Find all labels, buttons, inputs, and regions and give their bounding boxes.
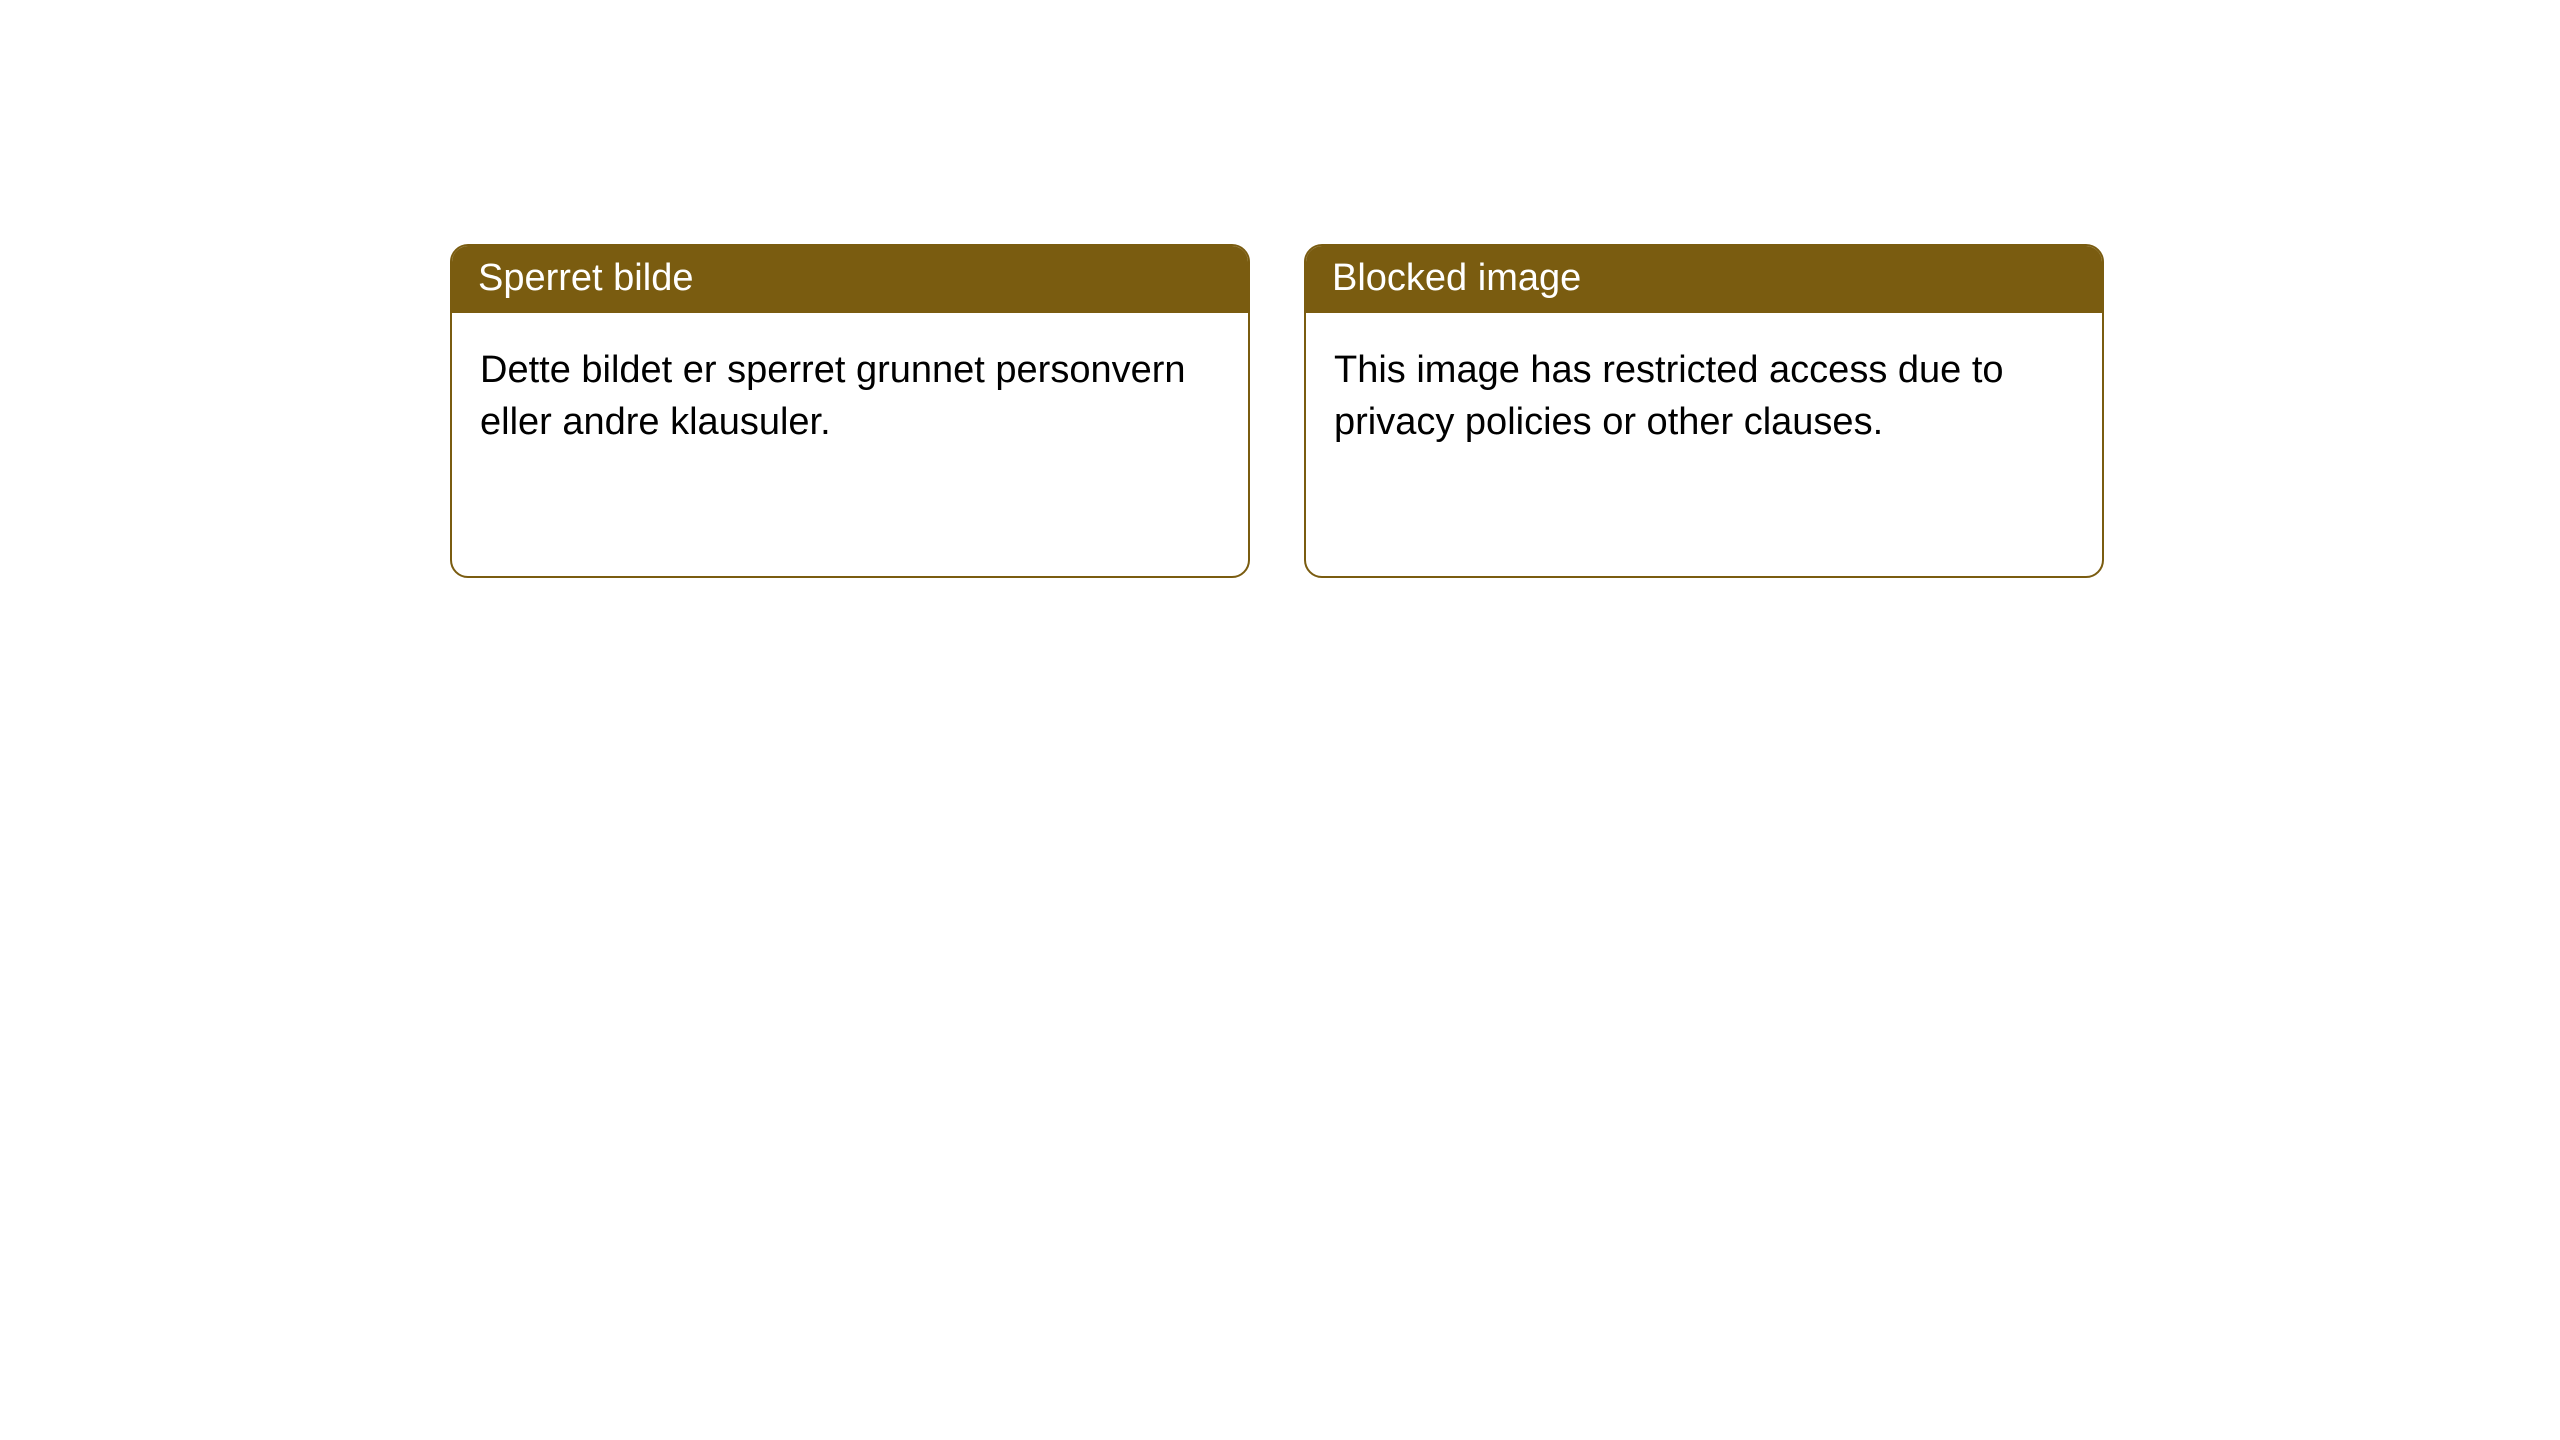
card-body-norwegian: Dette bildet er sperret grunnet personve… bbox=[452, 313, 1248, 476]
card-header-english: Blocked image bbox=[1306, 246, 2102, 313]
notice-container: Sperret bilde Dette bildet er sperret gr… bbox=[0, 0, 2560, 578]
card-header-norwegian: Sperret bilde bbox=[452, 246, 1248, 313]
card-body-english: This image has restricted access due to … bbox=[1306, 313, 2102, 476]
blocked-image-card-norwegian: Sperret bilde Dette bildet er sperret gr… bbox=[450, 244, 1250, 578]
blocked-image-card-english: Blocked image This image has restricted … bbox=[1304, 244, 2104, 578]
